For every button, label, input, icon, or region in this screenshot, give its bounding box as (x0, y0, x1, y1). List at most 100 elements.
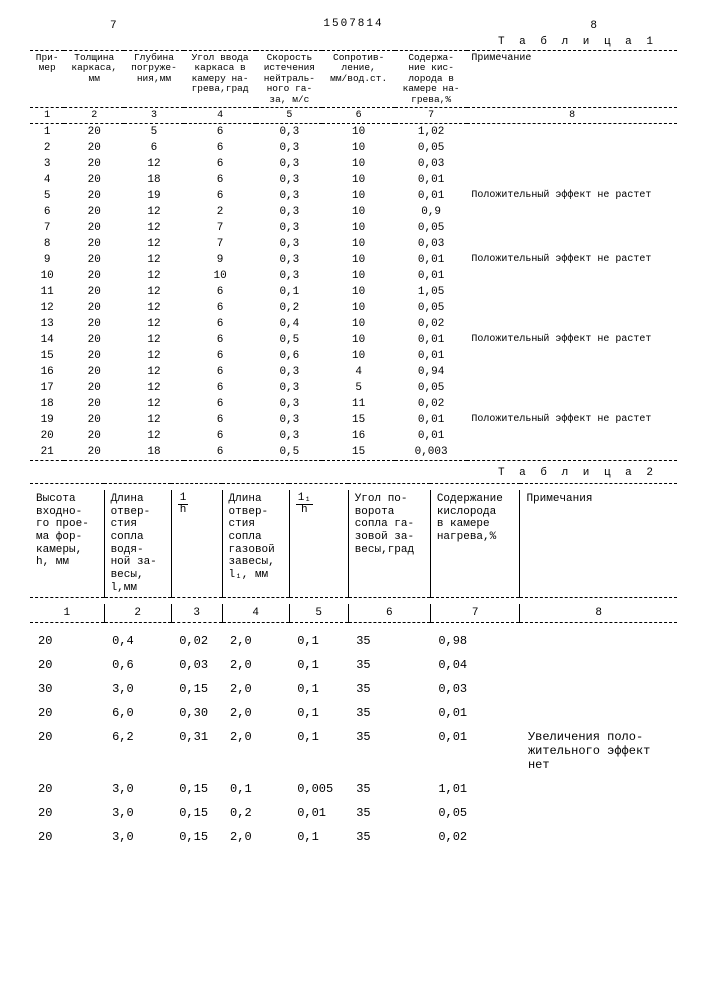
cell: 35 (348, 825, 430, 849)
cell: 0,04 (430, 653, 520, 677)
cell (467, 156, 677, 172)
table-1: При- мерТолщина каркаса, ммГлубина погру… (30, 50, 677, 461)
cell: 20 (64, 204, 124, 220)
cell: 17 (30, 380, 64, 396)
cell: 0,3 (256, 124, 322, 140)
cell: 6 (184, 188, 256, 204)
cell: 18 (124, 172, 184, 188)
cell: 12 (124, 332, 184, 348)
cell: 7 (184, 236, 256, 252)
cell: 0,1 (289, 629, 348, 653)
cell (467, 348, 677, 364)
cell: 5 (30, 188, 64, 204)
table-row: 15201260,6100,01 (30, 348, 677, 364)
table-row: 203,00,152,00,1350,02 (30, 825, 677, 849)
cell: 18 (30, 396, 64, 412)
cell: 20 (64, 364, 124, 380)
cell: 6 (184, 412, 256, 428)
cell: 0,3 (256, 252, 322, 268)
cell: 10 (322, 316, 394, 332)
cell (467, 220, 677, 236)
cell: 10 (322, 252, 394, 268)
cell: 0,3 (256, 236, 322, 252)
cell: 12 (124, 396, 184, 412)
t2-colnum: 2 (104, 604, 171, 623)
cell: 0,3 (256, 428, 322, 444)
cell: 12 (124, 284, 184, 300)
cell: 0,1 (289, 701, 348, 725)
cell: 10 (322, 220, 394, 236)
cell: Положительный эффект не растет (467, 252, 677, 268)
cell: 0,02 (395, 396, 467, 412)
t1-colnum: 4 (184, 108, 256, 124)
cell: 10 (30, 268, 64, 284)
cell: 0,02 (171, 629, 222, 653)
page-right: 8 (590, 20, 597, 32)
cell: 10 (322, 268, 394, 284)
cell: 10 (184, 268, 256, 284)
cell (520, 801, 677, 825)
cell: 20 (30, 777, 104, 801)
cell: 6 (184, 140, 256, 156)
cell: 20 (30, 701, 104, 725)
cell (467, 268, 677, 284)
cell: 20 (30, 725, 104, 777)
cell: 0,05 (395, 380, 467, 396)
cell: 20 (64, 172, 124, 188)
t2-colnum: 4 (222, 604, 289, 623)
cell (467, 396, 677, 412)
cell: 2,0 (222, 725, 289, 777)
cell: 0,2 (222, 801, 289, 825)
cell: 35 (348, 701, 430, 725)
table-row: 13201260,4100,02 (30, 316, 677, 332)
cell (467, 140, 677, 156)
cell: 0,03 (395, 236, 467, 252)
t2-colnum: 8 (520, 604, 677, 623)
cell: 15 (322, 412, 394, 428)
cell: 11 (30, 284, 64, 300)
cell: 6 (184, 348, 256, 364)
cell: 35 (348, 777, 430, 801)
cell: 0,3 (256, 220, 322, 236)
cell: 4 (30, 172, 64, 188)
cell: 6 (184, 300, 256, 316)
cell: 0,5 (256, 332, 322, 348)
cell: 0,3 (256, 188, 322, 204)
t2-colnum: 5 (289, 604, 348, 623)
t2-header: Содержание кислорода в камере нагрева,% (430, 490, 520, 598)
cell: 20 (64, 396, 124, 412)
table-2: Высота входно- го прое- ма фор- камеры, … (30, 483, 677, 849)
cell: 0,1 (222, 777, 289, 801)
cell: 10 (322, 124, 394, 140)
page-left: 7 (110, 20, 117, 32)
cell: 6 (184, 428, 256, 444)
t2-header: Длина отвер- стия сопла газовой завесы, … (222, 490, 289, 598)
table-row: 303,00,152,00,1350,03 (30, 677, 677, 701)
cell: 0,01 (289, 801, 348, 825)
cell: 19 (124, 188, 184, 204)
cell: 0,15 (171, 801, 222, 825)
cell: 10 (322, 140, 394, 156)
table-row: 8201270,3100,03 (30, 236, 677, 252)
cell: 0,05 (395, 140, 467, 156)
table-row: 21201860,5150,003 (30, 444, 677, 461)
cell: 0,1 (289, 653, 348, 677)
cell: 0,6 (256, 348, 322, 364)
table-row: 203,00,150,20,01350,05 (30, 801, 677, 825)
cell: 0,15 (171, 677, 222, 701)
t2-header: Длина отвер- стия сопла водя- ной за- ве… (104, 490, 171, 598)
cell: Положительный эффект не растет (467, 412, 677, 428)
cell (467, 172, 677, 188)
t1-header: Содержа- ние кис- лорода в камере на- гр… (395, 51, 467, 108)
cell: Положительный эффект не растет (467, 332, 677, 348)
t2-header: Угол по- ворота сопла га- зовой за- весы… (348, 490, 430, 598)
cell: 0,3 (256, 268, 322, 284)
cell: 6 (184, 124, 256, 140)
cell (467, 364, 677, 380)
cell: 0,003 (395, 444, 467, 461)
cell: 15 (322, 444, 394, 461)
doc-id: 1507814 (30, 18, 677, 30)
cell (520, 653, 677, 677)
cell: 20 (64, 316, 124, 332)
cell: 10 (322, 172, 394, 188)
